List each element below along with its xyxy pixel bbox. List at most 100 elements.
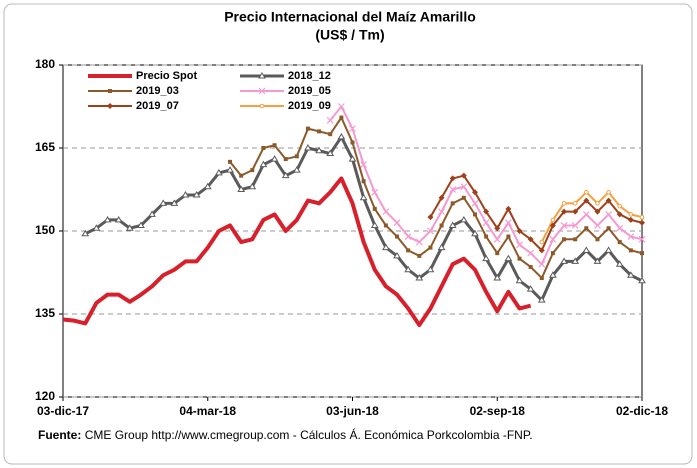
point <box>393 251 401 259</box>
point <box>326 116 334 124</box>
point <box>605 210 613 218</box>
point <box>550 217 556 223</box>
point <box>560 257 568 264</box>
chart-subtitle: (US$ / Tm) <box>315 27 384 43</box>
series-line <box>429 174 643 252</box>
point <box>215 168 223 176</box>
point <box>426 265 435 273</box>
point <box>594 208 601 215</box>
point <box>461 195 466 200</box>
point <box>258 72 266 79</box>
legend-label: 2019_05 <box>288 85 331 97</box>
point <box>549 271 557 278</box>
point <box>428 245 433 250</box>
point <box>304 144 312 151</box>
point <box>248 182 257 190</box>
point <box>359 193 368 201</box>
point <box>638 276 646 284</box>
point <box>192 191 201 198</box>
point <box>417 253 422 258</box>
point <box>560 222 568 229</box>
point <box>272 143 277 148</box>
point <box>494 225 501 232</box>
point <box>561 208 568 215</box>
point <box>259 160 268 168</box>
x-tick-label: 03-dic-17 <box>37 404 89 418</box>
point <box>370 221 379 228</box>
point <box>628 212 634 217</box>
point <box>108 89 112 93</box>
point <box>595 201 600 206</box>
point <box>571 222 579 229</box>
x-tick-label: 03-jun-18 <box>326 404 379 418</box>
y-tick-label: 135 <box>35 306 55 320</box>
point <box>506 234 511 239</box>
point <box>339 115 344 120</box>
point <box>616 211 623 218</box>
y-tick-label: 120 <box>35 389 55 403</box>
point <box>572 208 579 215</box>
point <box>439 223 444 228</box>
point <box>395 234 400 239</box>
point <box>638 235 646 243</box>
point <box>449 175 456 182</box>
point <box>606 189 611 195</box>
point <box>415 238 423 246</box>
point <box>404 233 412 240</box>
point <box>125 224 134 231</box>
point <box>159 199 168 206</box>
point <box>517 256 522 261</box>
chart-title: Precio Internacional del Maíz Amarillo <box>224 9 476 25</box>
point <box>203 182 212 190</box>
series-line <box>62 176 532 328</box>
point <box>438 208 446 216</box>
point <box>460 183 468 191</box>
point <box>516 228 523 234</box>
point <box>281 171 290 179</box>
x-tick-label: 02-sep-18 <box>470 404 526 418</box>
point <box>583 197 590 204</box>
point <box>170 199 179 206</box>
point <box>250 168 255 173</box>
point <box>337 103 345 110</box>
point <box>283 157 288 162</box>
point <box>605 197 612 204</box>
point <box>482 254 490 262</box>
point <box>471 199 479 207</box>
point <box>270 155 279 162</box>
point <box>294 154 299 159</box>
point <box>459 215 468 223</box>
point <box>515 276 524 284</box>
legend-label: 2018_12 <box>288 70 331 82</box>
point <box>328 132 333 137</box>
point <box>504 254 513 262</box>
point <box>604 246 613 253</box>
point <box>504 219 512 227</box>
point <box>627 216 634 223</box>
point <box>639 214 645 220</box>
source-note: Fuente: CME Group http://www.cmegroup.co… <box>38 428 598 443</box>
point <box>258 87 266 95</box>
point <box>350 140 355 145</box>
point <box>493 274 502 281</box>
point <box>549 235 557 243</box>
legend-label: 2019_03 <box>136 85 179 97</box>
point <box>372 206 377 211</box>
series-line <box>540 191 643 243</box>
point <box>627 233 635 240</box>
point <box>438 194 445 201</box>
point <box>317 129 322 134</box>
point <box>539 276 544 281</box>
point <box>493 235 501 243</box>
point <box>81 229 90 237</box>
point <box>582 246 591 253</box>
point <box>537 296 546 303</box>
point <box>382 243 390 251</box>
point <box>337 132 346 140</box>
point <box>103 215 112 223</box>
point <box>228 159 233 164</box>
point <box>505 205 512 212</box>
point <box>628 248 633 253</box>
point <box>92 224 101 231</box>
